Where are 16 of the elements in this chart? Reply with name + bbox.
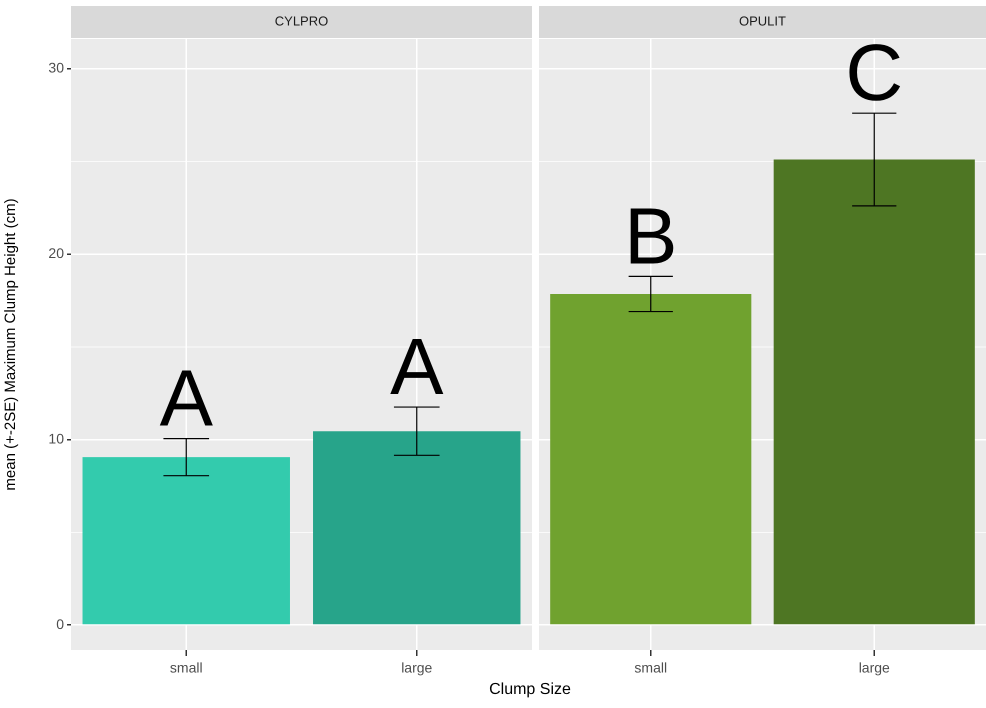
x-tick-label: small <box>170 659 203 676</box>
annotation: A <box>390 322 444 412</box>
chart-title: OPULIT <box>739 14 786 29</box>
x-axis-title: Clump Size <box>488 681 572 699</box>
annotation: A <box>160 354 214 443</box>
x-tick-label: large <box>401 659 433 676</box>
y-tick-label: 0 <box>56 616 64 632</box>
annotation: B <box>624 191 678 280</box>
y-tick-label: 30 <box>48 60 64 76</box>
chart-title: CYLPRO <box>274 14 328 29</box>
y-axis-title: mean (+-2SE) Maximum Clump Height (cm) <box>2 198 20 491</box>
x-tick-label: small <box>634 659 668 676</box>
annotation: C <box>845 28 904 118</box>
x-tick-label: large <box>858 659 890 676</box>
y-tick-label: 10 <box>48 430 64 446</box>
y-tick-label: 20 <box>48 244 64 261</box>
